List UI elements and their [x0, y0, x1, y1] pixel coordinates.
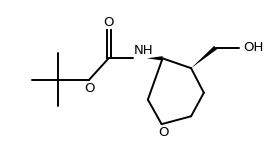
Text: OH: OH	[243, 41, 263, 54]
Text: O: O	[85, 82, 95, 95]
Polygon shape	[191, 46, 217, 68]
Text: NH: NH	[134, 44, 154, 57]
Text: O: O	[158, 126, 169, 139]
Text: O: O	[103, 16, 114, 29]
Polygon shape	[147, 56, 163, 61]
